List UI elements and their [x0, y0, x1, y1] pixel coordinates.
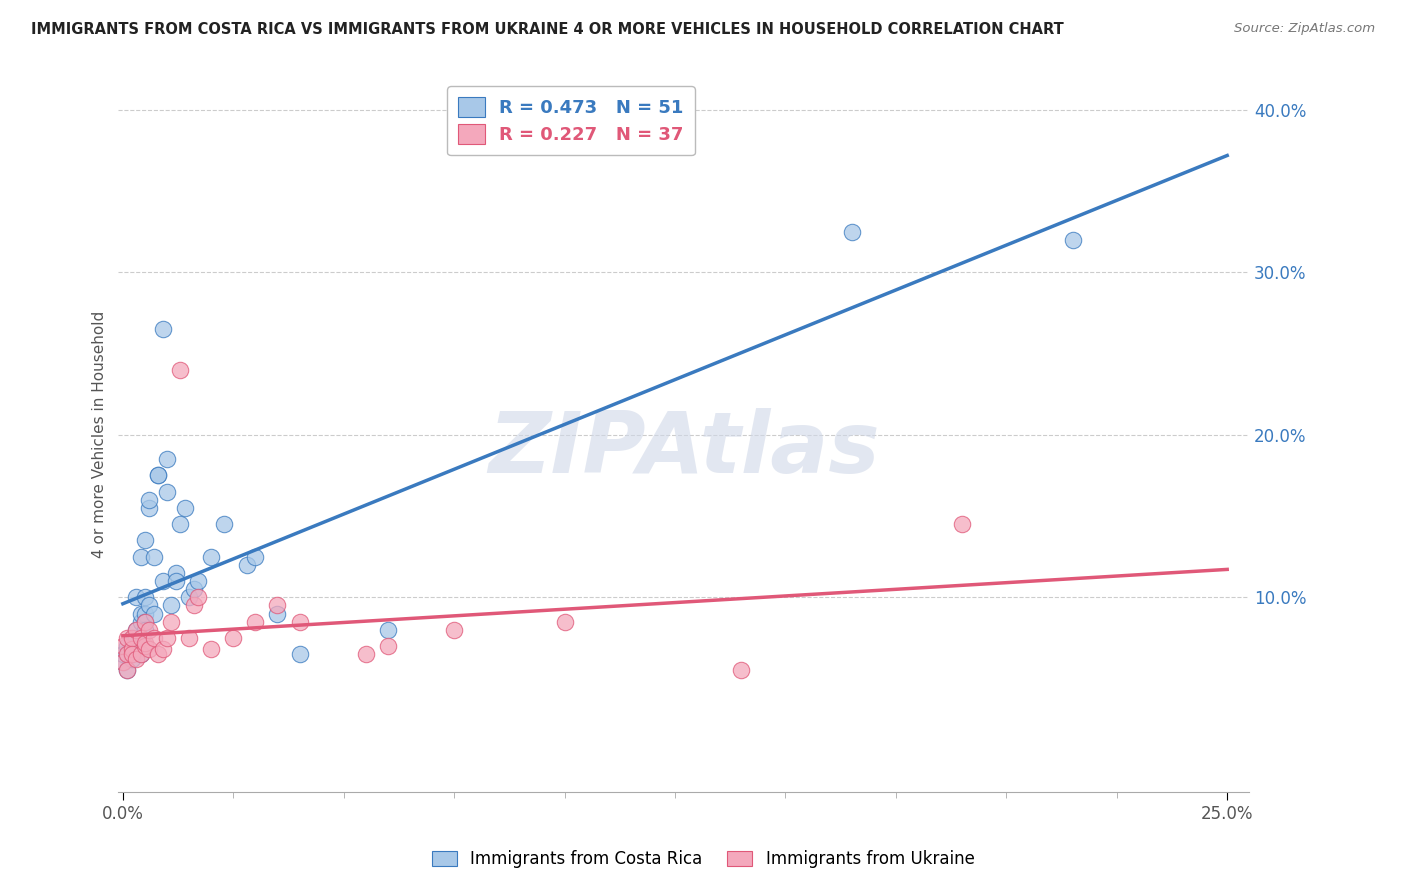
Point — [138, 599, 160, 613]
Point — [443, 623, 465, 637]
Point — [156, 484, 179, 499]
Point — [121, 652, 143, 666]
Point — [156, 452, 179, 467]
Point — [134, 607, 156, 621]
Point — [354, 647, 377, 661]
Point — [138, 642, 160, 657]
Point — [152, 322, 174, 336]
Point — [160, 615, 183, 629]
Point — [138, 492, 160, 507]
Point — [117, 631, 139, 645]
Text: Source: ZipAtlas.com: Source: ZipAtlas.com — [1234, 22, 1375, 36]
Point — [222, 631, 245, 645]
Point — [138, 623, 160, 637]
Point — [129, 549, 152, 564]
Legend: Immigrants from Costa Rica, Immigrants from Ukraine: Immigrants from Costa Rica, Immigrants f… — [425, 844, 981, 875]
Point — [129, 607, 152, 621]
Point — [117, 664, 139, 678]
Point — [125, 591, 148, 605]
Point — [148, 647, 170, 661]
Point — [266, 607, 288, 621]
Legend: R = 0.473   N = 51, R = 0.227   N = 37: R = 0.473 N = 51, R = 0.227 N = 37 — [447, 87, 695, 155]
Point — [156, 631, 179, 645]
Point — [152, 574, 174, 588]
Point — [179, 591, 201, 605]
Point — [125, 623, 148, 637]
Point — [266, 599, 288, 613]
Point — [129, 647, 152, 661]
Point — [129, 647, 152, 661]
Point — [125, 652, 148, 666]
Point — [142, 631, 165, 645]
Point — [169, 363, 191, 377]
Point — [841, 225, 863, 239]
Point — [134, 639, 156, 653]
Point — [111, 656, 134, 670]
Point — [554, 615, 576, 629]
Point — [125, 623, 148, 637]
Point — [142, 607, 165, 621]
Y-axis label: 4 or more Vehicles in Household: 4 or more Vehicles in Household — [93, 311, 107, 558]
Point — [152, 642, 174, 657]
Point — [377, 639, 399, 653]
Point — [183, 599, 205, 613]
Point — [134, 591, 156, 605]
Point — [245, 615, 267, 629]
Point — [148, 468, 170, 483]
Point — [121, 647, 143, 661]
Point — [129, 615, 152, 629]
Point — [117, 664, 139, 678]
Point — [125, 631, 148, 645]
Point — [129, 631, 152, 645]
Point — [200, 549, 222, 564]
Point — [1062, 233, 1084, 247]
Point — [187, 591, 209, 605]
Point — [179, 631, 201, 645]
Point — [950, 517, 973, 532]
Point — [235, 558, 257, 572]
Text: ZIPAtlas: ZIPAtlas — [488, 408, 880, 491]
Point — [129, 631, 152, 645]
Point — [183, 582, 205, 597]
Point — [121, 639, 143, 653]
Point — [165, 574, 187, 588]
Point — [121, 642, 143, 657]
Point — [121, 647, 143, 661]
Point — [121, 631, 143, 645]
Point — [111, 639, 134, 653]
Point — [165, 566, 187, 580]
Point — [288, 647, 311, 661]
Point — [134, 615, 156, 629]
Point — [173, 500, 195, 515]
Point — [200, 642, 222, 657]
Point — [138, 500, 160, 515]
Point — [111, 647, 134, 661]
Point — [245, 549, 267, 564]
Point — [117, 647, 139, 661]
Point — [214, 517, 236, 532]
Point — [134, 533, 156, 548]
Point — [121, 631, 143, 645]
Point — [111, 656, 134, 670]
Point — [169, 517, 191, 532]
Point — [117, 639, 139, 653]
Point — [187, 574, 209, 588]
Text: IMMIGRANTS FROM COSTA RICA VS IMMIGRANTS FROM UKRAINE 4 OR MORE VEHICLES IN HOUS: IMMIGRANTS FROM COSTA RICA VS IMMIGRANTS… — [31, 22, 1064, 37]
Point — [730, 664, 752, 678]
Point — [160, 599, 183, 613]
Point — [117, 647, 139, 661]
Point — [134, 615, 156, 629]
Point — [142, 549, 165, 564]
Point — [288, 615, 311, 629]
Point — [148, 468, 170, 483]
Point — [134, 623, 156, 637]
Point — [134, 636, 156, 650]
Point — [125, 642, 148, 657]
Point — [377, 623, 399, 637]
